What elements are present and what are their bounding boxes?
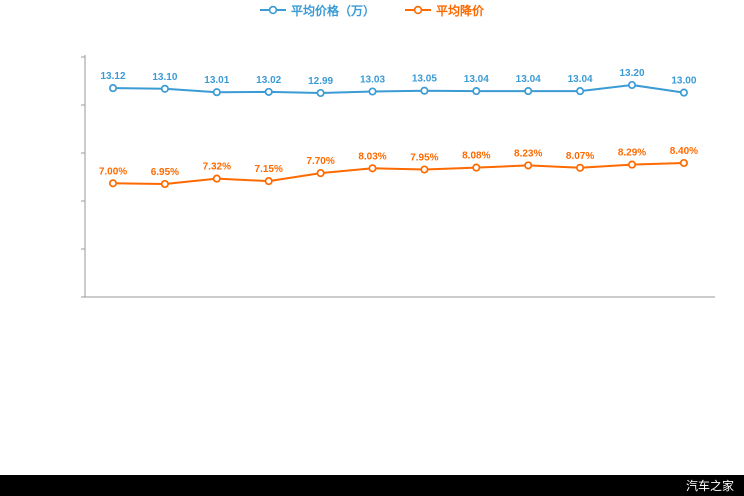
data-point-label: 8.23%: [514, 148, 542, 159]
data-point-label: 8.03%: [358, 151, 386, 162]
data-point-marker[interactable]: [679, 158, 688, 168]
data-point-label: 7.15%: [255, 164, 283, 175]
data-point-label: 7.32%: [203, 162, 231, 173]
average-discount-line: [112, 162, 685, 185]
legend-label: 平均价格（万）: [290, 3, 375, 18]
data-point-marker[interactable]: [212, 88, 221, 97]
legend-item-average-price[interactable]: 平均价格（万）: [259, 2, 375, 19]
data-point-marker[interactable]: [316, 88, 325, 98]
data-point-marker[interactable]: [316, 169, 325, 178]
data-point-marker[interactable]: [472, 163, 481, 172]
data-point-marker[interactable]: [627, 80, 637, 90]
brand-watermark: 汽车之家: [685, 479, 734, 493]
data-point-label: 13.01: [204, 75, 229, 86]
data-point-label: 13.04: [568, 74, 593, 85]
data-point-label: 13.03: [360, 75, 385, 86]
average-price-line: [112, 84, 685, 94]
data-point-marker[interactable]: [160, 84, 169, 93]
data-point-label: 13.10: [152, 72, 177, 83]
data-point-label: 8.08%: [462, 151, 490, 162]
data-point-marker[interactable]: [627, 160, 637, 169]
data-point-marker[interactable]: [524, 87, 533, 96]
data-point-label: 13.05: [412, 74, 437, 85]
data-point-label: 8.07%: [566, 151, 594, 162]
data-point-marker[interactable]: [679, 88, 688, 97]
data-point-label: 13.20: [619, 68, 644, 79]
data-point-label: 6.95%: [151, 167, 179, 178]
data-point-marker[interactable]: [108, 179, 118, 188]
data-point-label: 13.04: [464, 74, 489, 85]
data-point-marker[interactable]: [420, 165, 429, 174]
data-point-label: 7.70%: [306, 156, 334, 167]
trend-line-chart: 13.12 13.10 13.01 13.02 12.99 13.03 13.05 13.04…: [81, 55, 715, 298]
data-point-marker[interactable]: [420, 86, 429, 95]
line-marker-icon: [405, 5, 431, 15]
data-point-marker[interactable]: [472, 87, 481, 96]
legend-label: 平均降价: [436, 3, 485, 18]
data-point-label: 8.40%: [670, 146, 698, 157]
data-point-marker[interactable]: [108, 84, 118, 93]
data-point-marker[interactable]: [524, 161, 533, 170]
data-point-label: 7.95%: [410, 153, 438, 164]
watermark-bar: 汽车之家: [0, 475, 744, 496]
data-point-marker[interactable]: [264, 177, 273, 186]
data-point-marker[interactable]: [368, 87, 377, 96]
data-point-marker[interactable]: [264, 87, 273, 96]
data-point-label: 8.29%: [618, 148, 646, 159]
data-point-marker[interactable]: [576, 163, 585, 172]
legend-item-average-discount[interactable]: 平均降价: [405, 2, 484, 19]
data-point-marker[interactable]: [368, 164, 377, 173]
data-point-label: 12.99: [308, 76, 333, 87]
data-point-marker[interactable]: [212, 174, 221, 183]
data-point-marker[interactable]: [160, 179, 169, 189]
data-point-label: 13.04: [516, 74, 541, 85]
data-point-label: 7.00%: [99, 166, 127, 177]
data-point-label: 13.00: [671, 76, 696, 87]
data-point-label: 13.12: [100, 71, 125, 82]
line-marker-icon: [259, 5, 286, 15]
data-point-label: 13.02: [256, 75, 281, 86]
data-point-marker[interactable]: [576, 87, 585, 96]
chart-legend: 平均价格（万） 平均降价: [0, 0, 744, 20]
